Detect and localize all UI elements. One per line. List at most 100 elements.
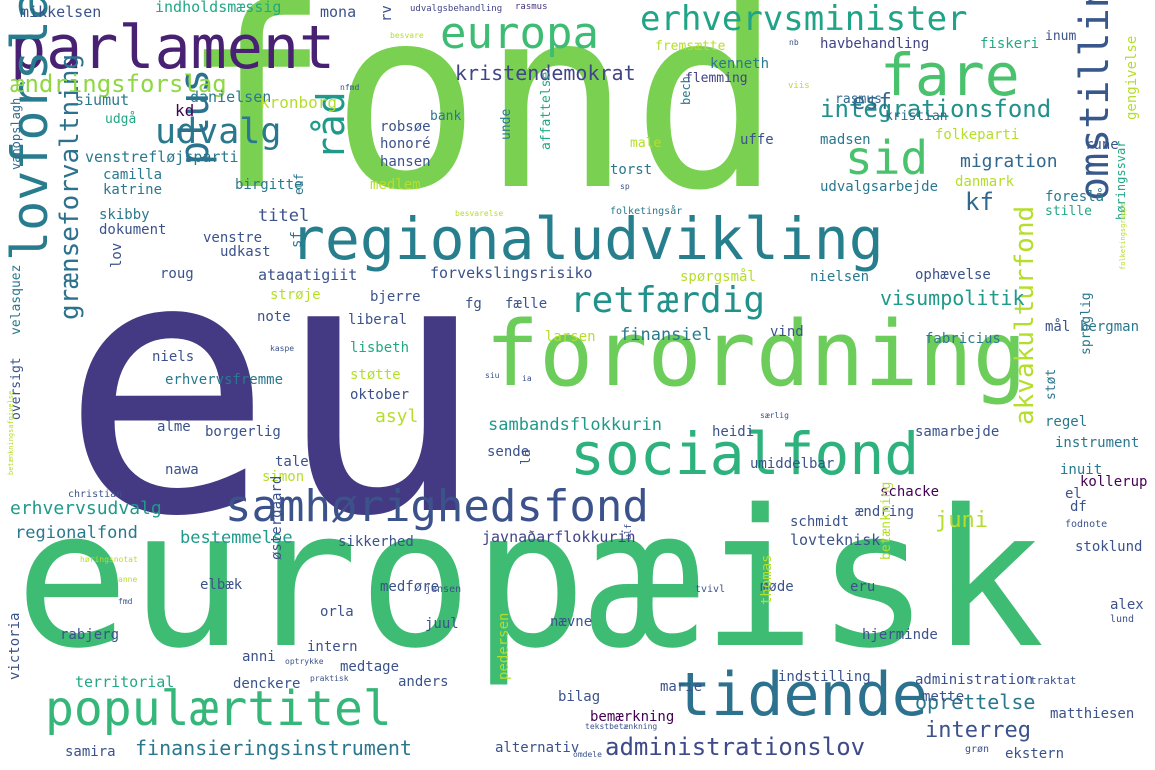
word-udvalgsarbejde: udvalgsarbejde xyxy=(820,179,939,195)
word-hav: hav xyxy=(820,36,846,52)
word-høringsnotat: høringsnotat xyxy=(80,555,138,564)
word-retfærdig: retfærdig xyxy=(570,280,766,321)
word-nielsen: nielsen xyxy=(810,269,870,285)
word-regionaludvikling: regionaludvikling xyxy=(290,205,884,273)
word-alex: alex xyxy=(1110,597,1144,613)
word-sproglig: sproglig xyxy=(1079,292,1094,355)
word-matthiesen: matthiesen xyxy=(1050,706,1135,722)
word-bemærkning: bemærkning xyxy=(590,709,675,725)
word-birgitte: birgitte xyxy=(235,177,303,193)
word-schacke: schacke xyxy=(880,484,940,500)
word-alme: alme xyxy=(157,419,191,435)
word-male: male xyxy=(630,136,662,151)
word-alternativ: alternativ xyxy=(495,740,580,756)
word-ulf: ulf xyxy=(624,523,634,540)
word-fond: fond xyxy=(180,0,783,245)
word-instrument: instrument xyxy=(1055,435,1140,451)
word-eu: eu xyxy=(60,180,488,594)
word-fælle: fælle xyxy=(505,296,548,312)
word-medlem: medlem xyxy=(370,177,421,193)
word-kf: kf xyxy=(965,188,994,216)
word-stoklund: stoklund xyxy=(1075,539,1143,555)
word-honor-: honoré xyxy=(380,136,431,152)
word-udvalg: udvalg xyxy=(155,112,282,152)
word-betænkning: betænkning xyxy=(879,481,894,560)
word-bank: bank xyxy=(430,109,462,124)
word-venstre: venstre xyxy=(203,230,263,246)
word-lovteknisk: lovteknisk xyxy=(790,531,881,549)
word-inuit: inuit xyxy=(1060,462,1103,478)
word-strøje: strøje xyxy=(270,287,321,303)
word-interreg: interreg xyxy=(925,718,1031,743)
word-inum: inum xyxy=(1045,29,1077,44)
word-asyl: asyl xyxy=(375,406,419,427)
word-flemming: flemming xyxy=(685,71,748,86)
word-titel: titel xyxy=(258,206,310,226)
word-kd: kd xyxy=(175,101,195,120)
word-ekstern: ekstern xyxy=(1005,746,1065,762)
word-migration: migration xyxy=(960,151,1058,172)
word-lov: lov xyxy=(109,242,125,268)
word-la: la xyxy=(519,449,534,465)
word-unde: unde xyxy=(499,108,514,140)
word-jensen: jensen xyxy=(425,584,462,595)
word-østergaard: østergaard xyxy=(269,475,285,560)
word-gengivelse: gengivelse xyxy=(1124,35,1140,120)
word-vind: vind xyxy=(770,324,804,340)
word-nfmd: nfmd xyxy=(340,83,360,92)
word-mette: mette xyxy=(922,689,965,705)
word-victoria: victoria xyxy=(7,612,23,680)
word-danielsen: danielsen xyxy=(190,88,272,106)
word-marie: marie xyxy=(660,679,703,695)
word-christian: christian xyxy=(68,489,123,500)
word-hjerminde: hjerminde xyxy=(862,627,938,643)
word-anne: anne xyxy=(118,575,138,584)
word-fodnote: fodnote xyxy=(1065,519,1108,530)
word-denckere: denckere xyxy=(233,676,301,692)
word-juul: juul xyxy=(425,616,459,632)
word-europa: europa xyxy=(440,8,599,59)
word-omdele: omdele xyxy=(573,750,602,759)
word-vanopslagh: vanopslagh xyxy=(9,97,23,170)
word-bergman: bergman xyxy=(1080,319,1140,335)
word-visumpolitik: visumpolitik xyxy=(880,286,1025,310)
word-kaspe: kaspe xyxy=(270,344,295,353)
word-bech: bech xyxy=(679,76,693,105)
word-ændring: ændring xyxy=(855,504,915,520)
word-sambandsflokkurin: sambandsflokkurin xyxy=(488,415,662,435)
word-stille: stille xyxy=(1045,204,1092,219)
word-borgerlig: borgerlig xyxy=(205,424,281,440)
word-robsøe: robsøe xyxy=(380,119,431,135)
word-erhvervsudvalg: erhvervsudvalg xyxy=(10,498,162,519)
word-rabjerg: rabjerg xyxy=(60,627,120,643)
word-finansiel: finansiel xyxy=(620,325,713,345)
word-samarbejde: samarbejde xyxy=(915,424,1000,440)
word-siu: siu xyxy=(485,371,500,380)
word-esf: esf xyxy=(852,90,892,115)
word-fg: fg xyxy=(465,296,482,312)
word-særlig: særlig xyxy=(760,411,789,420)
word-velasquez: velasquez xyxy=(9,264,24,335)
word-anni: anni xyxy=(242,649,276,665)
word-grøn: grøn xyxy=(965,744,990,755)
word-samira: samira xyxy=(65,744,116,760)
word-sf: sf xyxy=(289,231,305,248)
word-betænkningsafgivelse: betænkningsafgivelse xyxy=(7,390,15,475)
word-administration: administration xyxy=(915,672,1034,688)
word-lund: lund xyxy=(1110,614,1135,625)
word-viis: viis xyxy=(788,81,810,91)
word-bjerre: bjerre xyxy=(370,289,421,305)
word-larsen: larsen xyxy=(545,329,596,345)
word-ophævelse: ophævelse xyxy=(915,267,991,283)
word-integrationsfond: integrationsfond xyxy=(820,95,1052,123)
word-bilag: bilag xyxy=(558,689,601,705)
word-regionalfond: regionalfond xyxy=(15,523,138,543)
word-sende: sende xyxy=(487,444,530,460)
word-simon: simon xyxy=(262,469,305,485)
word-sid: sid xyxy=(845,131,929,185)
word-udkast: udkast xyxy=(220,244,271,260)
word-fiskeri: fiskeri xyxy=(980,36,1040,52)
word-ia: ia xyxy=(522,374,532,383)
word-samhørighedsfond: samhørighedsfond xyxy=(225,481,649,532)
